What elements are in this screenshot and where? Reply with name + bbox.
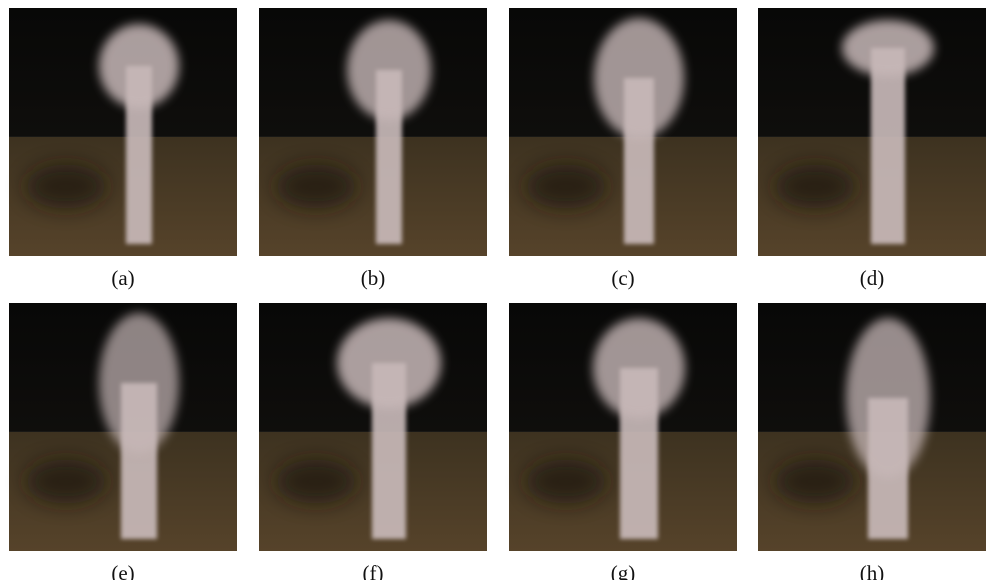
smoke-head [337, 318, 441, 408]
smoke-shadow [276, 460, 356, 504]
panel: (f) [259, 303, 487, 580]
figure: (a) (b) (c) (d) (e) (f) (g) (h) [0, 0, 986, 580]
smoke-shadow [26, 460, 106, 504]
panel: (g) [509, 303, 737, 580]
smoke-head [846, 318, 930, 478]
panel: (h) [758, 303, 986, 580]
smoke-head [594, 18, 684, 138]
smoke-head [842, 20, 934, 76]
smoke-shadow [526, 460, 606, 504]
smoke-head [347, 20, 431, 120]
panel-caption: (c) [611, 266, 634, 290]
panel: (e) [9, 303, 237, 580]
smoke-shadow [276, 165, 356, 209]
smoke-head [593, 318, 685, 418]
panel-caption: (d) [860, 266, 885, 290]
panel-caption: (h) [860, 561, 885, 580]
panel: (d) [758, 8, 986, 290]
panel-caption: (e) [111, 561, 134, 580]
panel-caption: (a) [111, 266, 134, 290]
smoke-head [99, 313, 179, 453]
panel-caption: (g) [611, 561, 636, 580]
panel: (b) [259, 8, 487, 290]
smoke-shadow [775, 460, 855, 504]
smoke-head [99, 24, 179, 108]
smoke-column [871, 48, 905, 244]
smoke-shadow [526, 165, 606, 209]
smoke-shadow [775, 165, 855, 209]
panel: (c) [509, 8, 737, 290]
panel: (a) [9, 8, 237, 290]
panel-caption: (f) [363, 561, 384, 580]
smoke-shadow [26, 165, 106, 209]
panel-caption: (b) [361, 266, 386, 290]
